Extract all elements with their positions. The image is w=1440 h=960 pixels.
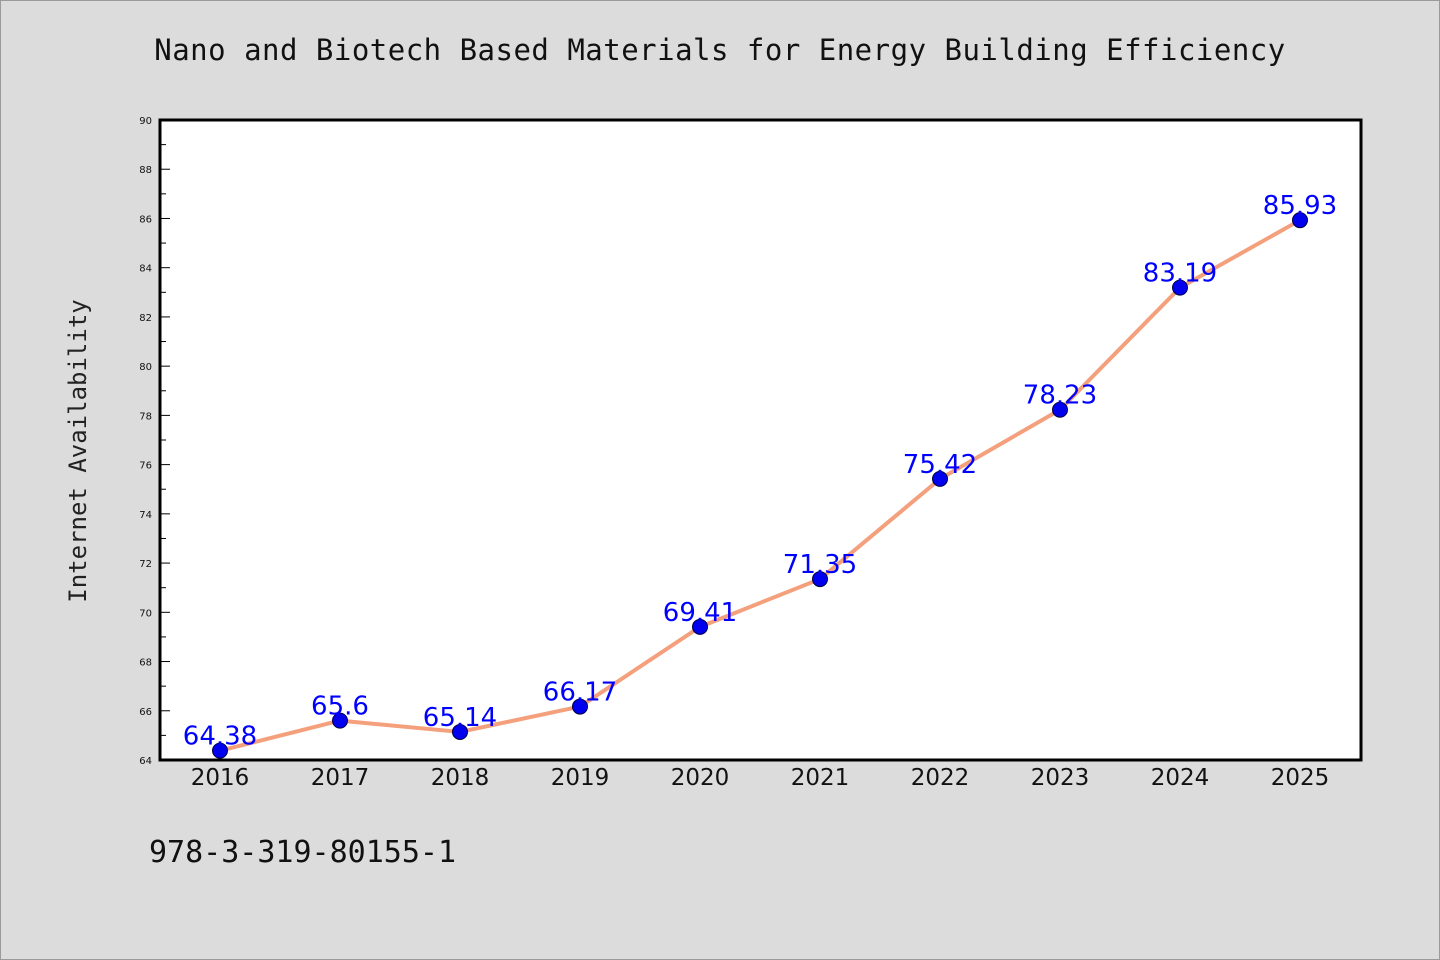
data-label: 65.6 [311, 692, 369, 722]
x-tick-label: 2017 [311, 765, 370, 791]
plot-area [160, 120, 1361, 760]
y-tick-label: 66 [139, 707, 152, 718]
series-line [219, 218, 1301, 753]
x-tick-label: 2016 [191, 765, 250, 791]
data-point [572, 698, 588, 715]
x-tick-label: 2020 [671, 765, 730, 791]
data-point [1292, 212, 1308, 229]
y-tick-label: 88 [139, 165, 152, 176]
data-label: 85.93 [1263, 191, 1337, 221]
chart-title: Nano and Biotech Based Materials for Ene… [154, 33, 1286, 67]
y-tick-label: 90 [139, 116, 152, 127]
data-point [452, 723, 468, 740]
x-tick-label: 2019 [551, 765, 610, 791]
y-tick-label: 74 [139, 510, 152, 521]
data-point [332, 712, 348, 729]
data-label: 69.41 [663, 598, 737, 628]
y-tick-label: 82 [139, 313, 152, 324]
plot-frame [158, 118, 1363, 762]
x-tick-label: 2021 [791, 765, 850, 791]
y-tick-label: 86 [139, 214, 152, 225]
data-label: 78.23 [1023, 381, 1097, 411]
data-point [812, 571, 828, 588]
data-point [1172, 279, 1188, 296]
data-label: 65.14 [423, 703, 497, 733]
x-tick-label: 2025 [1271, 765, 1330, 791]
y-tick-label: 76 [139, 461, 152, 472]
x-tick-label: 2024 [1151, 765, 1210, 791]
data-point [212, 742, 228, 759]
data-label: 75.42 [903, 450, 977, 480]
y-tick-label: 80 [139, 362, 152, 373]
x-tick-label: 2018 [431, 765, 490, 791]
data-point [932, 470, 948, 487]
x-tick-label: 2022 [911, 765, 970, 791]
y-tick-label: 70 [139, 608, 152, 619]
y-tick-label: 68 [139, 658, 152, 669]
data-label: 71.35 [783, 550, 857, 580]
data-point [692, 618, 708, 635]
y-tick-label: 78 [139, 411, 152, 422]
footer-note: 978-3-319-80155-1 [149, 835, 457, 870]
data-label: 64.38 [183, 722, 257, 752]
data-label: 66.17 [543, 678, 617, 708]
data-label: 83.19 [1143, 259, 1217, 289]
y-tick-label: 64 [139, 756, 152, 767]
data-point [1052, 401, 1068, 418]
x-tick-label: 2023 [1031, 765, 1090, 791]
y-tick-label: 84 [139, 264, 152, 275]
y-tick-label: 72 [139, 559, 152, 570]
